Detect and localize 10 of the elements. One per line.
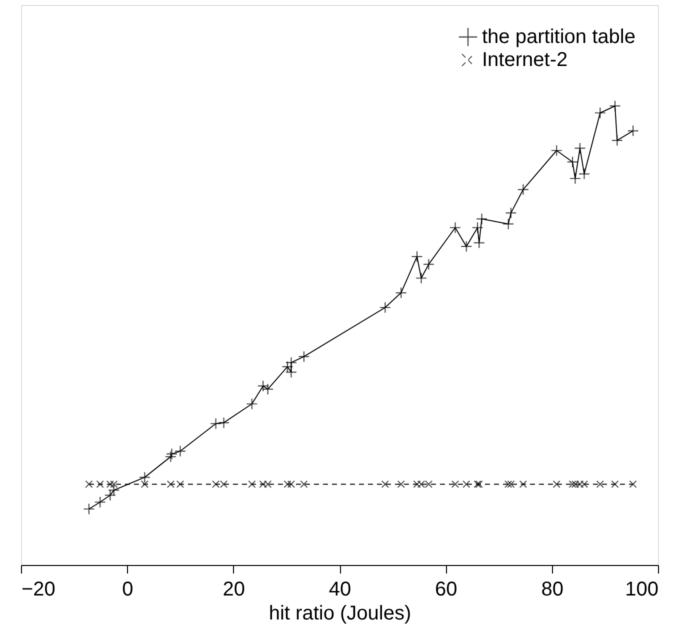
x-tick-label: 40	[328, 578, 352, 600]
legend-label: the partition table	[482, 26, 636, 48]
x-tick-label: −20	[22, 578, 56, 600]
x-tick-label: 100	[625, 578, 658, 600]
x-tick-label: 60	[435, 578, 458, 600]
x-tick-label: 80	[541, 578, 564, 600]
legend-label: Internet-2	[482, 49, 568, 71]
x-axis-title: hit ratio (Joules)	[268, 602, 412, 624]
x-tick-label: 0	[122, 578, 134, 600]
x-tick-label: 20	[222, 578, 245, 600]
